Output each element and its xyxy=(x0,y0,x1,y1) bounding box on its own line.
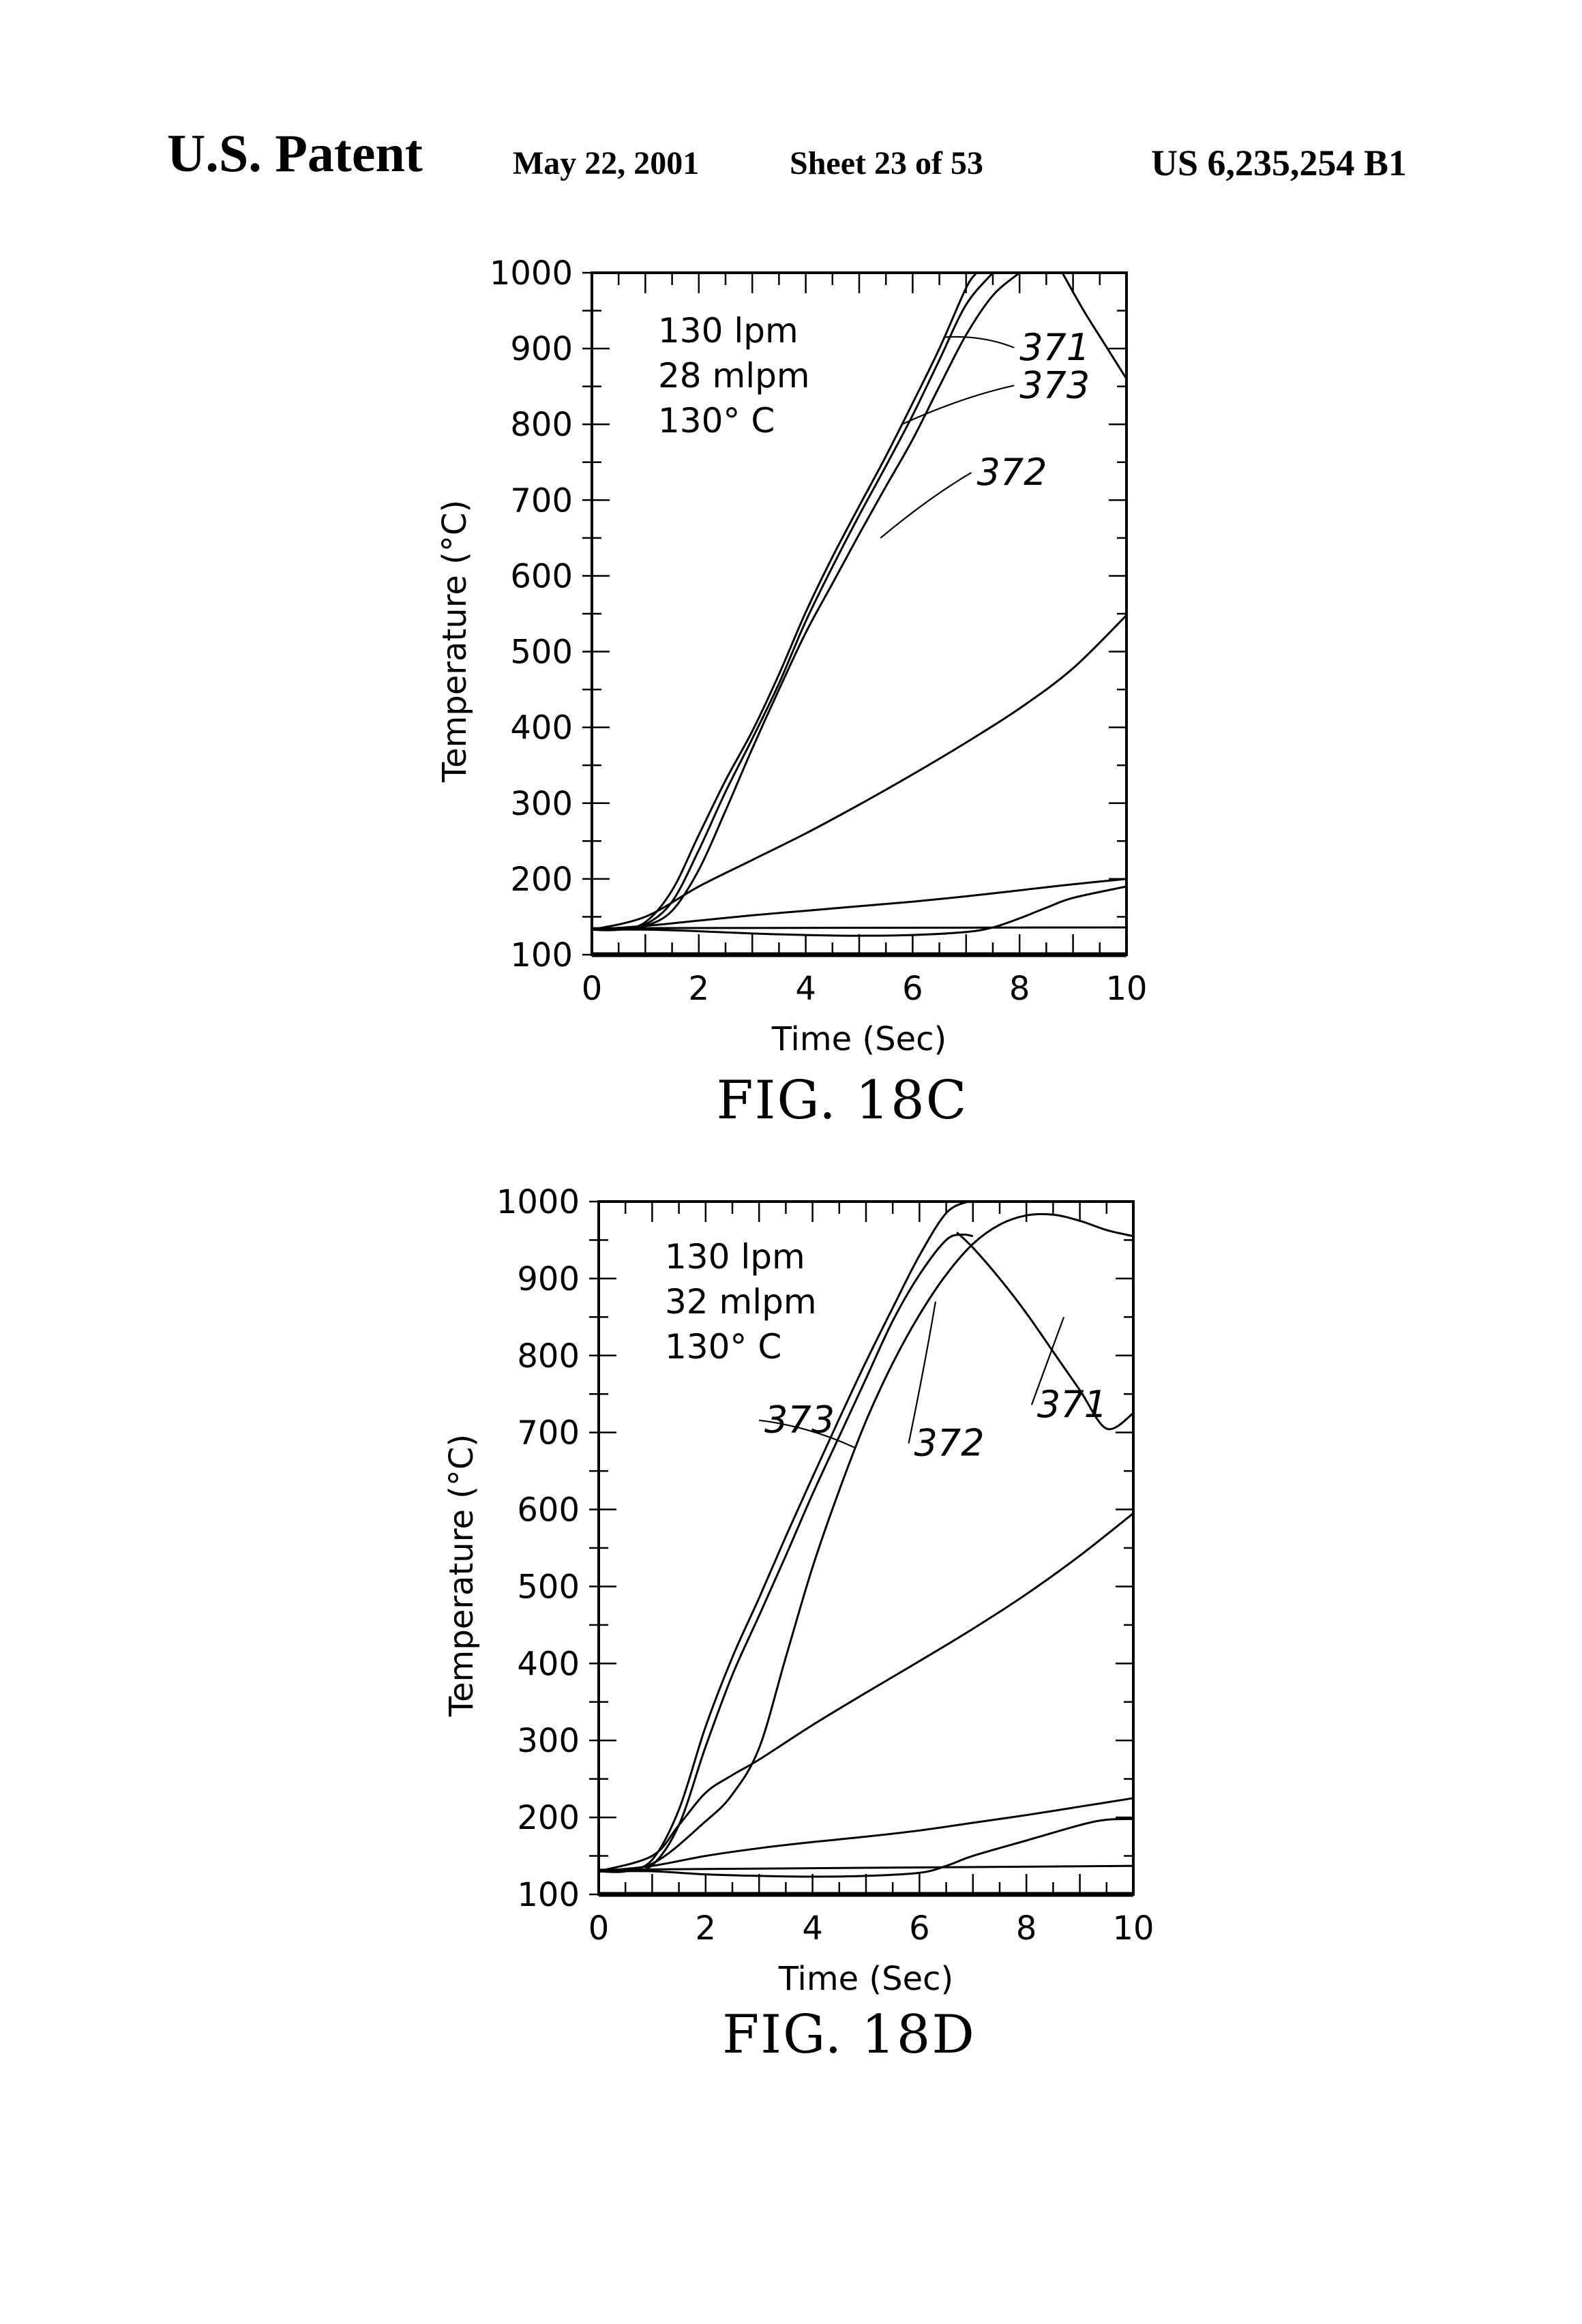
series-line-5 xyxy=(592,615,1126,929)
x-tick-label: 4 xyxy=(795,970,816,1008)
x-axis-label: Time (Sec) xyxy=(771,1020,947,1058)
y-tick-label: 700 xyxy=(517,1414,580,1452)
condition-label: 130° C xyxy=(665,1327,781,1367)
callout-label-371: 371 xyxy=(1037,1383,1107,1426)
y-tick-label: 900 xyxy=(510,330,573,368)
condition-label: 130 lpm xyxy=(665,1237,805,1277)
series-line-5 xyxy=(599,1513,1133,1871)
y-tick-label: 600 xyxy=(517,1491,580,1530)
y-tick-label: 200 xyxy=(510,861,573,899)
y-tick-label: 900 xyxy=(517,1260,580,1298)
callout-label-372: 372 xyxy=(976,451,1047,494)
y-tick-label: 800 xyxy=(510,406,573,444)
y-tick-label: 700 xyxy=(510,481,573,520)
chart-fig18d: 100 200 300 400 500 600 700 800 900 1000 0 2 4 6 8 10 Ti… xyxy=(443,1183,1154,2066)
x-tick-label: 10 xyxy=(1112,1909,1154,1948)
y-axis-label: Temperature (°C) xyxy=(443,1434,481,1717)
y-tick-label: 300 xyxy=(517,1722,580,1760)
figure-caption: FIG. 18D xyxy=(722,2004,976,2066)
y-tick-label: 500 xyxy=(517,1568,580,1606)
x-axis-label: Time (Sec) xyxy=(778,1960,954,1998)
callout-label-373: 373 xyxy=(1019,363,1090,406)
figure-caption: FIG. 18C xyxy=(717,1070,968,1131)
chart-fig18c: 100 200 300 400 500 600 700 800 900 1000 0 2 4 6 8 10 Ti… xyxy=(436,254,1148,1131)
y-tick-label: 600 xyxy=(510,557,573,595)
condition-label: 32 mlpm xyxy=(665,1282,817,1322)
callout-label-371: 371 xyxy=(1019,326,1090,369)
series-line-372 xyxy=(599,1234,973,1871)
y-tick-label: 400 xyxy=(510,709,573,747)
x-tick-label: 10 xyxy=(1105,970,1147,1008)
x-tick-label: 0 xyxy=(582,970,603,1008)
y-tick-label: 500 xyxy=(510,634,573,672)
condition-label: 130° C xyxy=(658,401,775,441)
x-tick-label: 8 xyxy=(1016,1909,1037,1948)
x-tick-label: 2 xyxy=(696,1909,717,1948)
x-tick-label: 2 xyxy=(689,970,710,1008)
y-tick-label: 1000 xyxy=(490,254,573,293)
x-tick-label: 8 xyxy=(1009,970,1030,1008)
condition-label: 130 lpm xyxy=(658,311,799,351)
y-tick-label: 300 xyxy=(510,785,573,823)
x-tick-label: 6 xyxy=(902,970,923,1008)
callout-label-373: 373 xyxy=(764,1399,835,1442)
y-tick-label: 800 xyxy=(517,1337,580,1375)
condition-label: 28 mlpm xyxy=(658,356,810,396)
x-tick-label: 6 xyxy=(909,1909,930,1948)
y-tick-label: 100 xyxy=(510,936,573,974)
callout-leader-372 xyxy=(880,473,971,538)
callout-leader-371 xyxy=(944,337,1014,348)
x-tick-label: 4 xyxy=(802,1909,823,1948)
series-line-8 xyxy=(592,927,1126,928)
callout-label-372: 372 xyxy=(914,1422,985,1465)
series-line-6 xyxy=(592,879,1126,929)
y-tick-label: 400 xyxy=(517,1645,580,1683)
y-tick-label: 200 xyxy=(517,1799,580,1837)
series-line-8 xyxy=(599,1866,1133,1870)
y-tick-label: 1000 xyxy=(496,1183,580,1221)
y-axis-label: Temperature (°C) xyxy=(436,500,474,783)
x-tick-label: 0 xyxy=(588,1909,610,1948)
y-tick-label: 100 xyxy=(517,1876,580,1914)
